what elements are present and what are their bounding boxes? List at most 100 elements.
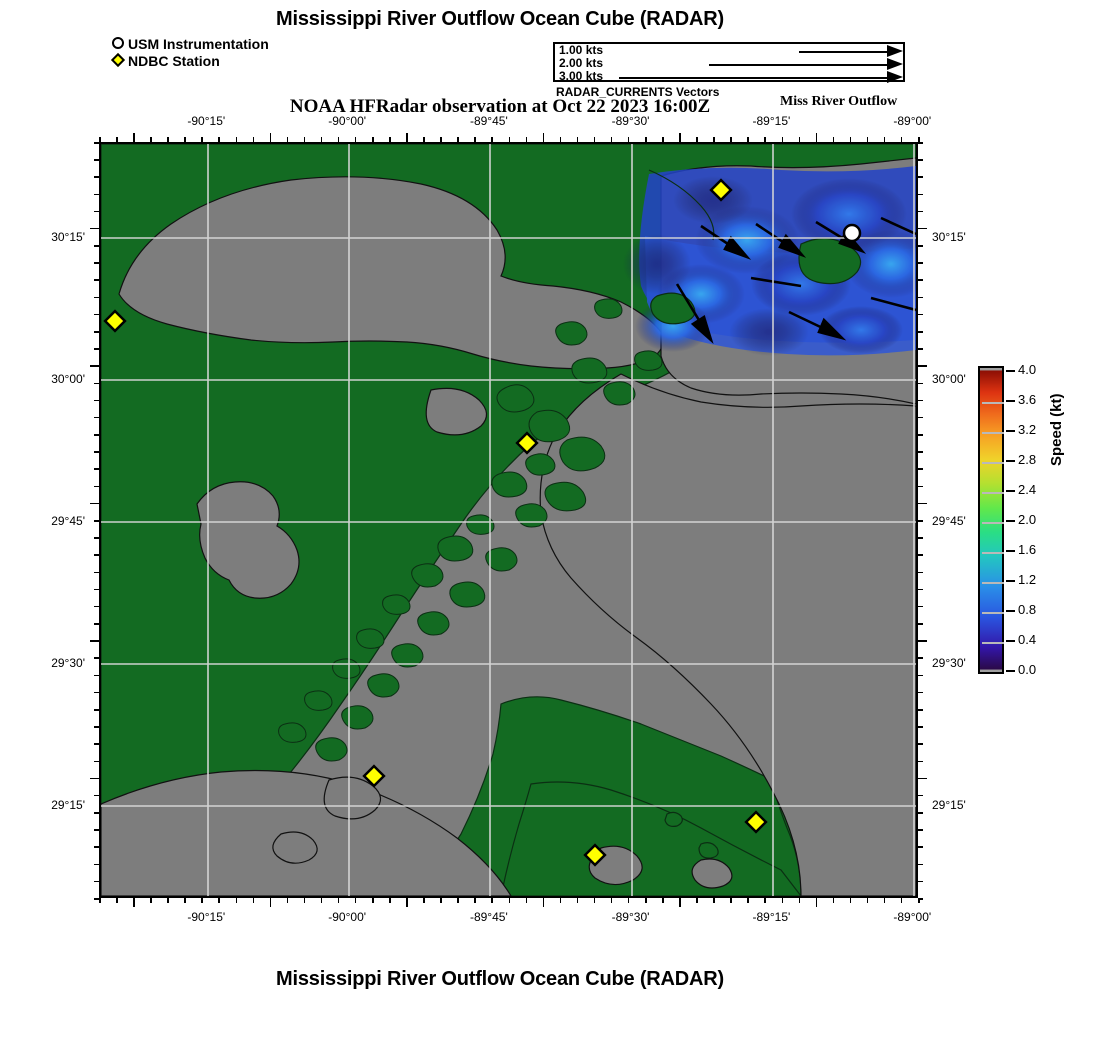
axis-tick bbox=[133, 133, 135, 142]
x-axis-label: -89°30' bbox=[611, 910, 650, 924]
axis-tick bbox=[918, 554, 923, 556]
station-markers-layer bbox=[103, 178, 862, 867]
usm-instrumentation-marker[interactable] bbox=[842, 223, 862, 243]
axis-tick bbox=[94, 245, 99, 247]
vector-scale-line bbox=[619, 77, 889, 79]
colorbar-separator bbox=[982, 612, 1004, 614]
axis-tick bbox=[423, 898, 425, 903]
axis-tick bbox=[337, 137, 340, 142]
axis-tick bbox=[696, 137, 698, 142]
vector-scale-line bbox=[799, 51, 889, 53]
colorbar-tick-label: 0.8 bbox=[1018, 602, 1037, 617]
axis-tick bbox=[832, 898, 835, 903]
map-graphic bbox=[101, 144, 916, 896]
axis-tick bbox=[286, 137, 289, 142]
colorbar-separator bbox=[982, 402, 1004, 404]
axis-tick bbox=[94, 674, 99, 677]
axis-tick bbox=[94, 279, 99, 281]
axis-tick bbox=[593, 137, 596, 142]
axis-tick bbox=[235, 137, 237, 142]
ndbc-station-marker[interactable] bbox=[583, 843, 607, 867]
axis-tick bbox=[94, 657, 99, 659]
axis-tick bbox=[730, 137, 732, 142]
axis-tick bbox=[94, 485, 99, 488]
colorbar-separator bbox=[982, 582, 1004, 584]
ndbc-station-marker[interactable] bbox=[515, 431, 539, 455]
axis-tick bbox=[918, 898, 920, 903]
axis-tick bbox=[576, 137, 579, 142]
axis-tick bbox=[918, 137, 920, 142]
axis-tick bbox=[525, 898, 528, 903]
axis-tick bbox=[679, 898, 681, 907]
x-axis-label: -89°00' bbox=[893, 910, 932, 924]
outflow-annotation: Miss River Outflow bbox=[780, 94, 898, 109]
ndbc-station-marker[interactable] bbox=[709, 178, 733, 202]
axis-tick bbox=[440, 898, 442, 903]
axis-tick bbox=[116, 898, 118, 903]
colorbar-tick bbox=[1006, 460, 1015, 462]
ndbc-station-marker[interactable] bbox=[103, 309, 127, 333]
axis-tick bbox=[849, 137, 852, 142]
current-vectors-layer bbox=[675, 216, 916, 345]
axis-tick bbox=[900, 137, 903, 142]
axis-tick bbox=[593, 898, 596, 903]
current-vector bbox=[750, 276, 802, 288]
colorbar-tick-label: 2.8 bbox=[1018, 452, 1037, 467]
axis-tick bbox=[918, 210, 923, 213]
axis-tick bbox=[184, 137, 186, 142]
coastline-overlay bbox=[648, 169, 862, 325]
axis-tick bbox=[406, 133, 408, 142]
axis-tick bbox=[918, 468, 923, 470]
axis-tick bbox=[866, 137, 869, 142]
colorbar-tick-label: 3.2 bbox=[1018, 422, 1037, 437]
axis-tick bbox=[235, 898, 237, 903]
vector-legend-caption: RADAR_CURRENTS Vectors bbox=[556, 85, 720, 99]
map-plot-area[interactable] bbox=[99, 142, 918, 898]
map-gridlines bbox=[101, 144, 916, 896]
y-axis-label: 29°15' bbox=[51, 798, 85, 812]
axis-tick bbox=[918, 227, 927, 230]
axis-tick bbox=[610, 137, 613, 142]
axis-tick bbox=[918, 674, 923, 677]
current-vector bbox=[755, 222, 807, 258]
axis-tick bbox=[303, 137, 306, 142]
axis-tick bbox=[90, 640, 99, 642]
axis-tick bbox=[94, 846, 99, 848]
colorbar-tick bbox=[1006, 580, 1015, 582]
axis-tick bbox=[94, 296, 99, 299]
circle-marker-icon bbox=[110, 36, 128, 53]
ndbc-station-marker[interactable] bbox=[744, 810, 768, 834]
colorbar-tick bbox=[1006, 610, 1015, 612]
colorbar-separator bbox=[982, 462, 1004, 464]
axis-tick bbox=[90, 365, 99, 367]
axis-tick bbox=[918, 520, 923, 522]
axis-tick bbox=[94, 399, 99, 402]
axis-tick bbox=[337, 898, 340, 903]
x-axis-label: -89°45' bbox=[469, 114, 508, 128]
axis-tick bbox=[491, 898, 493, 903]
axis-tick bbox=[798, 898, 801, 903]
page-title-bottom: Mississippi River Outflow Ocean Cube (RA… bbox=[276, 968, 724, 990]
axis-tick bbox=[918, 726, 923, 728]
ndbc-station-marker[interactable] bbox=[362, 764, 386, 788]
axis-tick bbox=[201, 898, 203, 903]
axis-tick bbox=[815, 898, 818, 907]
axis-tick bbox=[747, 898, 749, 903]
x-axis-label: -90°00' bbox=[328, 910, 367, 924]
legend-item-usm-label: USM Instrumentation bbox=[128, 36, 269, 52]
y-axis-label: 30°15' bbox=[932, 229, 966, 244]
axis-tick bbox=[320, 898, 323, 903]
axis-tick bbox=[90, 777, 99, 780]
axis-tick bbox=[918, 176, 923, 178]
arrow-head-icon bbox=[887, 45, 903, 57]
axis-tick bbox=[918, 537, 923, 539]
current-vector bbox=[880, 216, 916, 236]
axis-tick bbox=[99, 898, 101, 903]
axis-tick bbox=[918, 605, 923, 608]
axis-tick bbox=[849, 898, 852, 903]
axis-tick bbox=[645, 898, 647, 903]
axis-tick bbox=[918, 709, 923, 711]
axis-tick bbox=[94, 726, 99, 728]
axis-tick bbox=[440, 137, 442, 142]
colorbar-tick bbox=[1006, 550, 1015, 552]
